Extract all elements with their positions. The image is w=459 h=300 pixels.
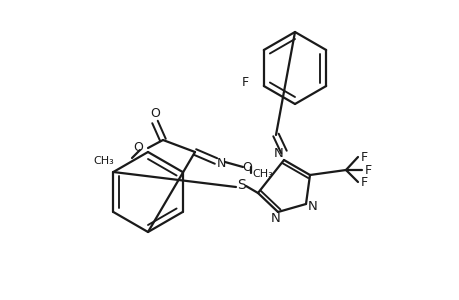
Text: O: O — [133, 140, 143, 154]
Text: O: O — [150, 106, 160, 119]
Text: N: N — [216, 157, 225, 169]
Text: F: F — [360, 176, 367, 188]
Text: CH₃: CH₃ — [93, 156, 114, 166]
Text: F: F — [241, 76, 248, 88]
Text: F: F — [360, 151, 367, 164]
Text: N: N — [308, 200, 317, 214]
Text: N: N — [274, 146, 283, 160]
Text: F: F — [364, 164, 371, 176]
Text: CH₃: CH₃ — [252, 169, 273, 179]
Text: S: S — [237, 178, 246, 192]
Text: O: O — [241, 160, 252, 173]
Text: N: N — [270, 212, 280, 226]
